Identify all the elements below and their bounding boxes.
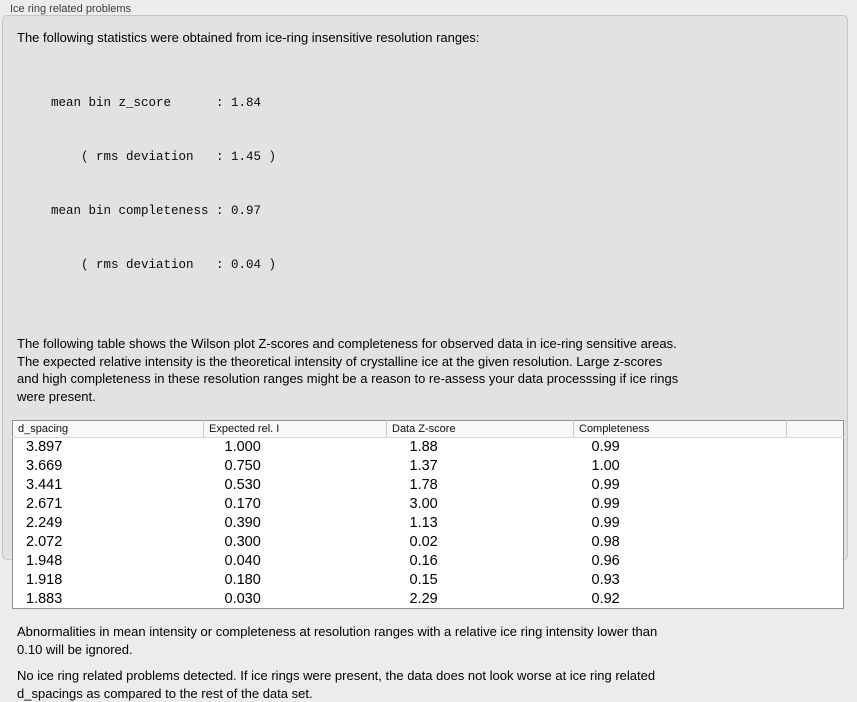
table-cell: 0.030 — [204, 590, 387, 609]
table-cell: 1.918 — [13, 571, 204, 590]
table-cell-empty — [787, 514, 844, 533]
stat-line: mean bin z_score : 1.84 — [51, 94, 847, 112]
ignore-note-line: 0.10 will be ignored. — [17, 641, 847, 659]
table-cell: 0.040 — [204, 552, 387, 571]
table-intro-text: The following table shows the Wilson plo… — [17, 335, 847, 405]
table-cell: 0.390 — [204, 514, 387, 533]
column-header-completeness[interactable]: Completeness — [574, 421, 787, 438]
table-cell: 0.99 — [574, 438, 787, 457]
table-cell: 1.13 — [387, 514, 574, 533]
table-cell: 3.669 — [13, 457, 204, 476]
table-cell: 1.00 — [574, 457, 787, 476]
ignore-note-text: Abnormalities in mean intensity or compl… — [17, 623, 847, 658]
table-header-row: d_spacing Expected rel. I Data Z-score C… — [13, 421, 844, 438]
stat-line: ( rms deviation : 1.45 ) — [51, 148, 847, 166]
table-cell-empty — [787, 571, 844, 590]
table-cell: 1.88 — [387, 438, 574, 457]
table-intro-line: and high completeness in these resolutio… — [17, 370, 847, 388]
table-cell: 0.99 — [574, 476, 787, 495]
table-intro-line: were present. — [17, 388, 847, 406]
table-cell: 0.16 — [387, 552, 574, 571]
conclusion-line: No ice ring related problems detected. I… — [17, 667, 847, 685]
intro-text: The following statistics were obtained f… — [17, 30, 847, 45]
table-cell: 1.37 — [387, 457, 574, 476]
column-header-empty — [787, 421, 844, 438]
panel-title: Ice ring related problems — [10, 3, 131, 15]
ignore-note-line: Abnormalities in mean intensity or compl… — [17, 623, 847, 641]
table-cell: 0.300 — [204, 533, 387, 552]
table-cell-empty — [787, 533, 844, 552]
ice-ring-group-box: The following statistics were obtained f… — [2, 15, 848, 560]
table-cell: 1.78 — [387, 476, 574, 495]
table-cell: 0.180 — [204, 571, 387, 590]
conclusion-text: No ice ring related problems detected. I… — [17, 667, 847, 702]
table-cell: 0.02 — [387, 533, 574, 552]
stat-line: ( rms deviation : 0.04 ) — [51, 256, 847, 274]
table-cell: 1.000 — [204, 438, 387, 457]
table-cell: 0.93 — [574, 571, 787, 590]
table-cell: 3.441 — [13, 476, 204, 495]
table-cell: 0.170 — [204, 495, 387, 514]
table-cell: 0.530 — [204, 476, 387, 495]
table-intro-line: The expected relative intensity is the t… — [17, 353, 847, 371]
table-cell: 2.671 — [13, 495, 204, 514]
stat-line: mean bin completeness : 0.97 — [51, 202, 847, 220]
ice-ring-table: d_spacing Expected rel. I Data Z-score C… — [12, 420, 844, 609]
table-cell: 0.92 — [574, 590, 787, 609]
table-cell: 2.29 — [387, 590, 574, 609]
conclusion-line: d_spacings as compared to the rest of th… — [17, 685, 847, 702]
statistics-block: mean bin z_score : 1.84 ( rms deviation … — [51, 58, 847, 310]
table-cell: 1.883 — [13, 590, 204, 609]
table-cell-empty — [787, 590, 844, 609]
column-header-expected-rel-i[interactable]: Expected rel. I — [204, 421, 387, 438]
table-cell-empty — [787, 495, 844, 514]
column-header-d-spacing[interactable]: d_spacing — [13, 421, 204, 438]
table-cell: 2.249 — [13, 514, 204, 533]
table-cell: 0.99 — [574, 514, 787, 533]
table-cell-empty — [787, 476, 844, 495]
table-cell: 1.948 — [13, 552, 204, 571]
table-cell-empty — [787, 438, 844, 457]
table-intro-line: The following table shows the Wilson plo… — [17, 335, 847, 353]
table-cell: 0.96 — [574, 552, 787, 571]
table-cell: 0.750 — [204, 457, 387, 476]
table-cell: 3.00 — [387, 495, 574, 514]
table-cell: 2.072 — [13, 533, 204, 552]
table-cell: 3.897 — [13, 438, 204, 457]
table-cell: 0.15 — [387, 571, 574, 590]
table-cell: 0.99 — [574, 495, 787, 514]
table-cell: 0.98 — [574, 533, 787, 552]
table-cell-empty — [787, 552, 844, 571]
column-header-data-z-score[interactable]: Data Z-score — [387, 421, 574, 438]
table-cell-empty — [787, 457, 844, 476]
